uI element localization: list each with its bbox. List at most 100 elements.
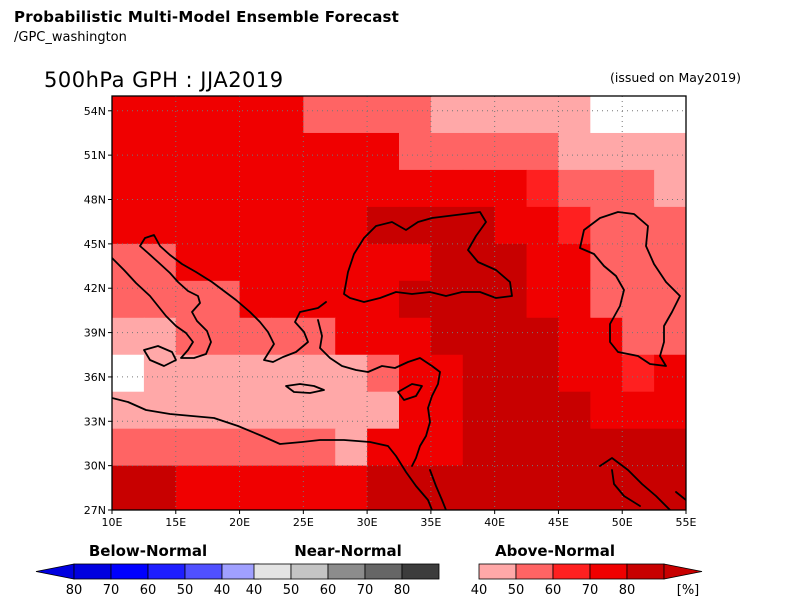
probability-cell xyxy=(558,96,591,134)
probability-cell xyxy=(654,96,686,134)
probability-cell xyxy=(622,465,655,504)
probability-cell xyxy=(590,132,623,171)
probability-cell xyxy=(622,502,655,510)
probability-cell xyxy=(622,280,655,319)
probability-cell xyxy=(335,391,368,430)
probability-cell xyxy=(558,206,591,245)
probability-cell xyxy=(271,465,304,504)
probability-cell xyxy=(207,96,241,134)
probability-cell xyxy=(462,132,496,171)
probability-cell xyxy=(622,354,655,393)
probability-cell xyxy=(143,428,177,467)
probability-cell xyxy=(494,354,528,393)
legend: Below-Normal Near-Normal Above-Normal 80… xyxy=(35,542,703,598)
lon-label: 55E xyxy=(676,516,697,529)
probability-cell xyxy=(271,428,304,467)
lon-label: 30E xyxy=(357,516,378,529)
probability-cell xyxy=(590,354,623,393)
probability-cell xyxy=(303,132,336,171)
legend-below-label: 40 xyxy=(214,583,231,598)
probability-cell xyxy=(367,391,400,430)
probability-cell xyxy=(654,502,686,510)
legend-unit-label: [%] xyxy=(677,583,700,598)
probability-cell xyxy=(654,132,686,171)
coastline-gulf-arabia xyxy=(611,469,641,507)
probability-cell xyxy=(558,465,591,504)
issued-date: (issued on May2019) xyxy=(610,70,741,85)
probability-cell xyxy=(654,391,686,430)
probability-cell xyxy=(654,317,686,356)
coastline-crete xyxy=(285,383,325,394)
probability-cell xyxy=(558,317,591,356)
probability-cell xyxy=(335,465,368,504)
legend-near-label: 70 xyxy=(357,583,374,598)
probability-cell xyxy=(239,206,273,245)
probability-cell xyxy=(430,428,464,467)
probability-cell xyxy=(175,354,209,393)
probability-cell xyxy=(303,391,336,430)
legend-near-swatch xyxy=(253,563,292,580)
legend-below-swatch xyxy=(147,563,186,580)
probability-cell xyxy=(399,132,432,171)
coastline-aegean xyxy=(317,319,441,467)
coastline-cyprus xyxy=(397,383,423,401)
probability-cell xyxy=(430,280,464,319)
probability-cell xyxy=(112,354,145,393)
probability-cell xyxy=(367,206,400,245)
probability-cell xyxy=(207,354,241,393)
probability-cell xyxy=(590,280,623,319)
coastline-caspian-sea xyxy=(579,211,681,367)
probability-cell xyxy=(239,243,273,282)
probability-cell xyxy=(112,317,145,356)
legend-near-bar: 40 50 60 70 80 xyxy=(246,563,440,598)
lon-label: 50E xyxy=(612,516,633,529)
probability-cell xyxy=(239,317,273,356)
probability-cell xyxy=(271,243,304,282)
probability-cell xyxy=(335,206,368,245)
probability-cell xyxy=(526,317,560,356)
probability-cell xyxy=(622,243,655,282)
probability-cell xyxy=(175,502,209,510)
probability-cell xyxy=(558,391,591,430)
probability-cell xyxy=(207,391,241,430)
probability-cell xyxy=(622,132,655,171)
probability-cell xyxy=(175,465,209,504)
legend-below-title: Below-Normal xyxy=(89,542,207,560)
probability-cell xyxy=(462,280,496,319)
probability-cell xyxy=(143,132,177,171)
legend-above-title: Above-Normal xyxy=(495,542,615,560)
lat-label: 33N xyxy=(84,415,106,428)
legend-near-label: 60 xyxy=(320,583,337,598)
probability-cell xyxy=(462,465,496,504)
probability-cell xyxy=(367,132,400,171)
coastline-sicily xyxy=(143,345,177,367)
probability-cell xyxy=(367,428,400,467)
lon-label: 20E xyxy=(229,516,250,529)
probability-cell xyxy=(175,96,209,134)
probability-cell xyxy=(112,428,145,467)
probability-cell xyxy=(239,465,273,504)
longitude-labels: 10E 15E 20E 25E 30E 35E 40E 45E 50E 55E xyxy=(102,510,697,529)
probability-cell xyxy=(399,96,432,134)
coastline-italy-balkans xyxy=(112,234,327,363)
probability-cell xyxy=(175,391,209,430)
probability-cell xyxy=(239,391,273,430)
legend-above-swatch xyxy=(515,563,554,580)
probability-cell xyxy=(526,206,560,245)
probability-cell xyxy=(526,169,560,208)
probability-cell xyxy=(590,96,623,134)
lat-label: 45N xyxy=(84,238,106,251)
legend-above-label: 60 xyxy=(545,583,562,598)
probability-cell xyxy=(143,465,177,504)
probability-cell xyxy=(590,169,623,208)
probability-cell xyxy=(367,243,400,282)
probability-cell xyxy=(239,428,273,467)
probability-cell xyxy=(494,169,528,208)
variable-season-title: 500hPa GPH : JJA2019 xyxy=(44,68,284,92)
probability-cell xyxy=(494,465,528,504)
source-label: /GPC_washington xyxy=(14,30,127,45)
probability-cell xyxy=(494,502,528,510)
probability-cell xyxy=(654,465,686,504)
lat-label: 39N xyxy=(84,327,106,340)
probability-cell xyxy=(622,169,655,208)
